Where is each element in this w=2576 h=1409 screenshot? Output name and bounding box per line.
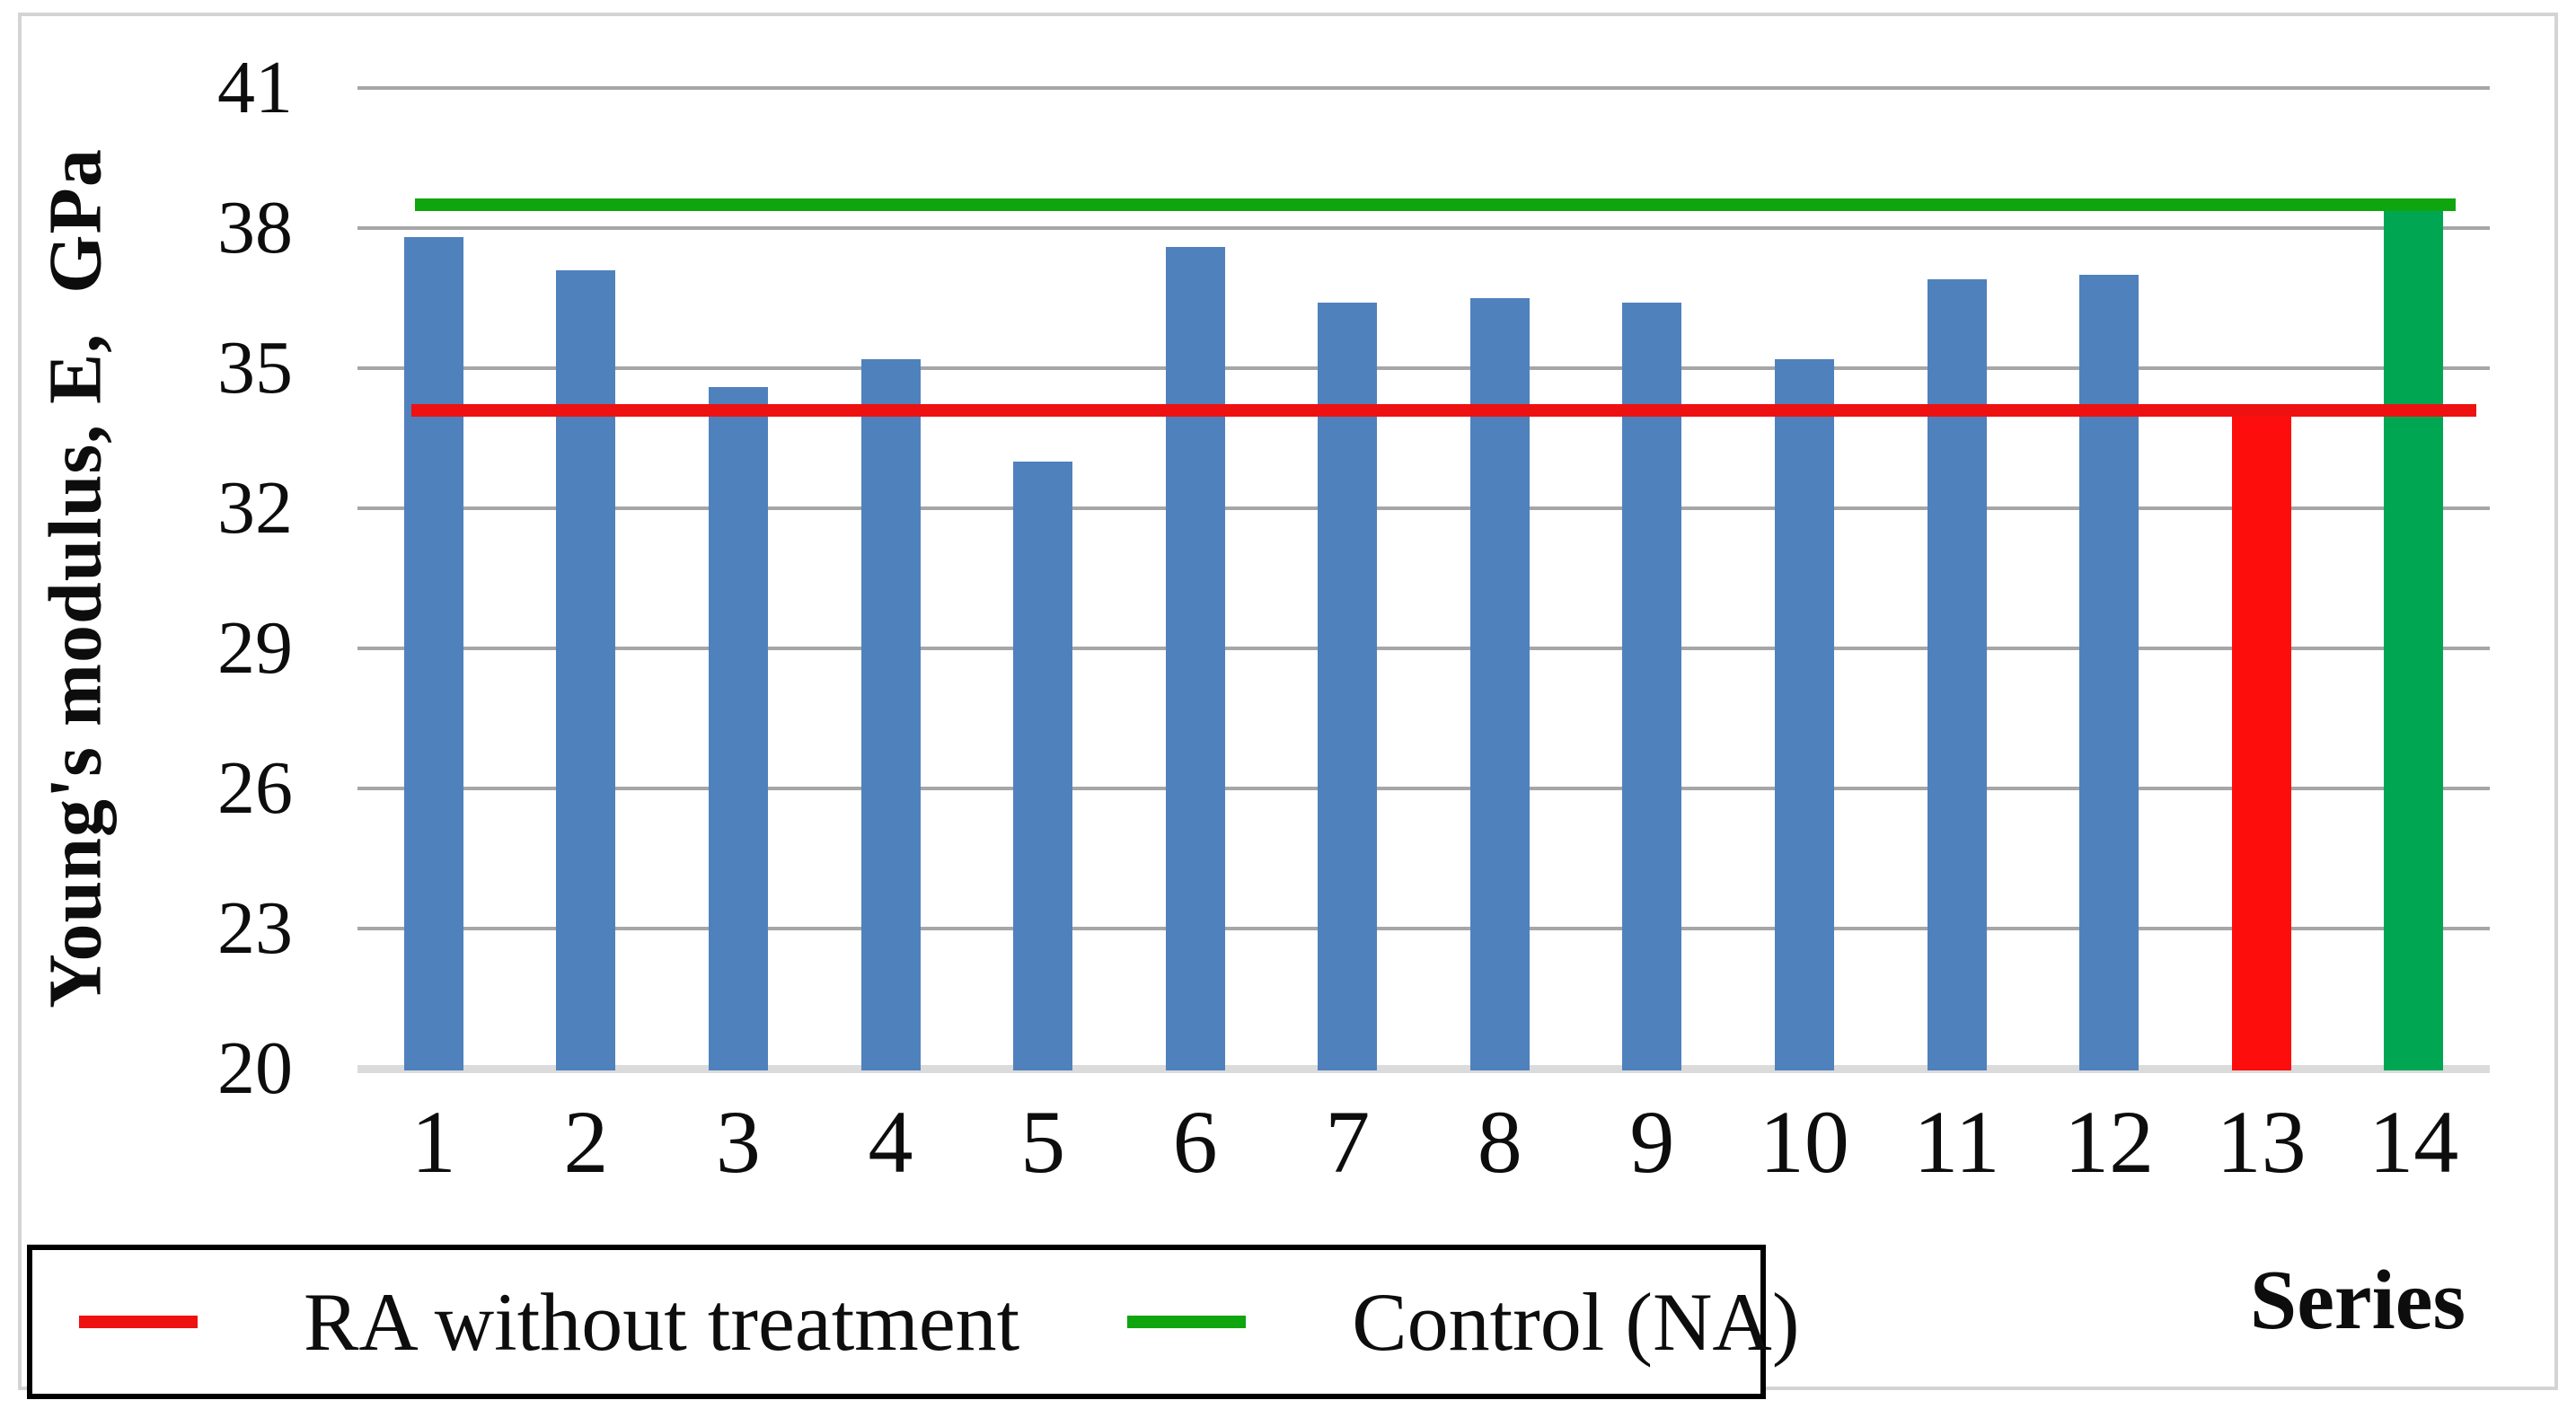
bar-series-3 [708, 386, 768, 1070]
bar-series-13 [2231, 409, 2291, 1070]
x-tick-label: 10 [1759, 1092, 1849, 1192]
bar-series-5 [1013, 462, 1073, 1070]
x-tick-label: 2 [563, 1092, 609, 1192]
y-tick-label: 38 [217, 186, 293, 269]
bar-series-4 [860, 358, 921, 1070]
y-tick-label: 41 [217, 46, 293, 129]
x-axis-line [357, 1065, 2490, 1073]
gridline [357, 86, 2490, 90]
gridline [357, 506, 2490, 510]
x-tick-label: 8 [1477, 1092, 1522, 1192]
gridline [357, 226, 2490, 230]
x-axis-title: Series [2249, 1254, 2466, 1347]
bar-series-6 [1165, 246, 1225, 1070]
x-tick-label: 12 [2064, 1092, 2155, 1192]
bar-series-7 [1318, 303, 1378, 1070]
x-tick-label: 4 [868, 1092, 913, 1192]
legend-line-sample [1127, 1316, 1247, 1328]
bar-series-1 [403, 237, 463, 1070]
reference-line-control [415, 198, 2456, 211]
y-tick-label: 20 [217, 1026, 293, 1110]
y-tick-label: 32 [217, 466, 293, 550]
legend-item: RA without treatment [79, 1277, 1019, 1367]
x-tick-label: 1 [410, 1092, 456, 1192]
y-axis-title: Young's modulus, E, GPa [33, 148, 118, 1008]
y-tick-label: 35 [217, 326, 293, 409]
gridline [357, 647, 2490, 650]
x-tick-label: 5 [1020, 1092, 1066, 1192]
x-tick-label: 7 [1325, 1092, 1371, 1192]
legend-item: Control (NA) [1127, 1276, 1800, 1368]
legend-label: RA without treatment [304, 1276, 1020, 1368]
bar-series-9 [1622, 303, 1682, 1070]
legend: RA without treatment Control (NA) [27, 1245, 1800, 1399]
x-tick-label: 9 [1629, 1092, 1675, 1192]
x-tick-label: 11 [1913, 1092, 2000, 1192]
gridline [357, 366, 2490, 370]
x-tick-label: 14 [2369, 1092, 2459, 1192]
bar-series-14 [2384, 205, 2444, 1070]
reference-line-ra [411, 403, 2476, 417]
y-tick-label: 23 [217, 886, 293, 970]
x-tick-label: 3 [715, 1092, 761, 1192]
x-tick-label: 6 [1172, 1092, 1218, 1192]
bar-series-2 [556, 269, 616, 1070]
gridline [357, 787, 2490, 790]
legend-label: Control (NA) [1352, 1276, 1800, 1368]
legend-line-sample [79, 1316, 198, 1328]
x-tick-label: 13 [2216, 1092, 2307, 1192]
bar-series-12 [2079, 275, 2139, 1070]
y-tick-label: 26 [217, 746, 293, 830]
bar-series-10 [1774, 358, 1834, 1070]
bar-series-11 [1927, 279, 1987, 1070]
bar-series-8 [1469, 298, 1530, 1070]
y-tick-label: 29 [217, 606, 293, 690]
gridline [357, 927, 2490, 930]
